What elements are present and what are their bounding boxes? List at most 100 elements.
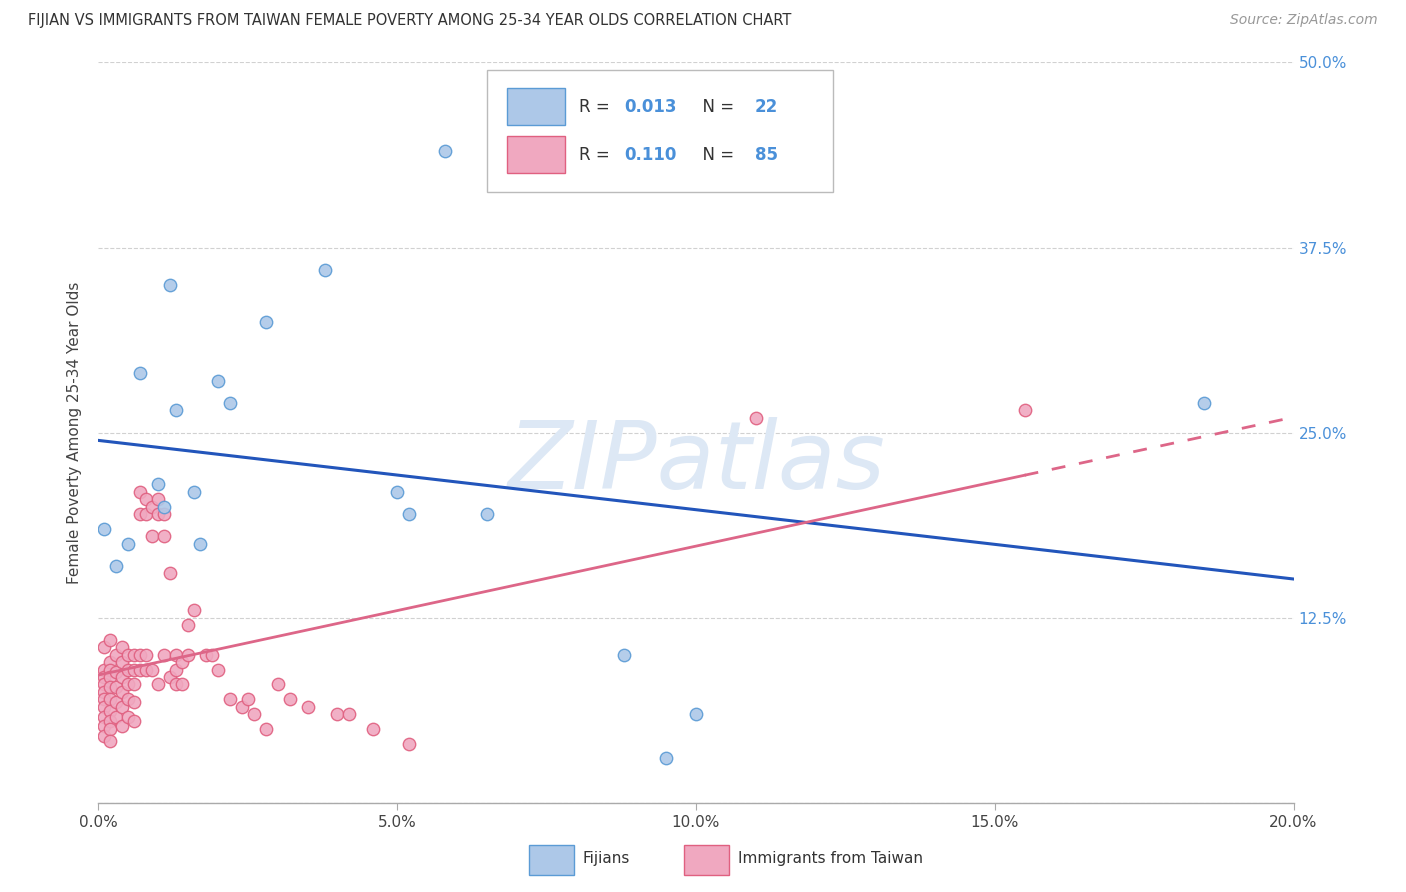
Point <box>177 648 200 662</box>
Point <box>385 484 409 499</box>
FancyBboxPatch shape <box>529 845 574 875</box>
Point <box>111 670 134 684</box>
Point <box>201 648 224 662</box>
Point <box>93 677 115 691</box>
Point <box>105 665 128 680</box>
Point <box>172 677 194 691</box>
Text: R =: R = <box>579 98 614 116</box>
Point <box>363 722 385 736</box>
Point <box>124 677 146 691</box>
Point <box>159 566 181 581</box>
Point <box>315 262 337 277</box>
Point <box>93 729 115 743</box>
Text: 0.110: 0.110 <box>624 146 676 164</box>
Point <box>339 706 361 721</box>
Point <box>398 737 420 751</box>
Point <box>165 403 187 417</box>
Point <box>117 677 139 691</box>
Point <box>254 314 277 328</box>
FancyBboxPatch shape <box>685 845 730 875</box>
Point <box>141 663 163 677</box>
Point <box>93 670 115 684</box>
Point <box>93 522 115 536</box>
Point <box>326 706 349 721</box>
Point <box>105 648 128 662</box>
Point <box>177 618 200 632</box>
Point <box>98 681 122 695</box>
Point <box>98 733 122 747</box>
Point <box>475 507 498 521</box>
Point <box>153 507 176 521</box>
Point <box>148 507 170 521</box>
Point <box>117 692 139 706</box>
Point <box>613 648 636 662</box>
Point <box>93 640 115 655</box>
Point <box>93 692 115 706</box>
Point <box>231 699 253 714</box>
FancyBboxPatch shape <box>486 70 834 192</box>
Point <box>98 663 122 677</box>
Point <box>111 655 134 669</box>
Point <box>93 699 115 714</box>
Point <box>117 648 139 662</box>
Point <box>148 492 170 507</box>
Point <box>254 722 277 736</box>
Point <box>117 536 139 550</box>
Point <box>745 410 768 425</box>
Point <box>111 685 134 699</box>
Point <box>183 603 205 617</box>
Point <box>165 663 187 677</box>
Point <box>1192 396 1215 410</box>
Point <box>129 484 152 499</box>
Point <box>1014 403 1036 417</box>
Point <box>207 374 229 388</box>
Point <box>297 699 319 714</box>
Point <box>398 507 420 521</box>
Point <box>124 714 146 729</box>
FancyBboxPatch shape <box>508 136 565 173</box>
Point <box>124 648 146 662</box>
Point <box>165 648 187 662</box>
Point <box>188 536 211 550</box>
Point <box>135 507 157 521</box>
Point <box>153 529 176 543</box>
Text: 0.013: 0.013 <box>624 98 676 116</box>
Text: N =: N = <box>692 146 740 164</box>
Point <box>655 751 678 765</box>
Point <box>153 648 176 662</box>
Point <box>98 722 122 736</box>
Text: FIJIAN VS IMMIGRANTS FROM TAIWAN FEMALE POVERTY AMONG 25-34 YEAR OLDS CORRELATIO: FIJIAN VS IMMIGRANTS FROM TAIWAN FEMALE … <box>28 13 792 29</box>
Point <box>129 663 152 677</box>
Point <box>98 670 122 684</box>
Point <box>105 695 128 709</box>
Point <box>98 692 122 706</box>
Point <box>135 492 157 507</box>
Point <box>93 685 115 699</box>
Point <box>685 706 707 721</box>
Point <box>117 710 139 724</box>
Point <box>195 648 218 662</box>
Point <box>98 714 122 729</box>
Text: Source: ZipAtlas.com: Source: ZipAtlas.com <box>1230 13 1378 28</box>
Point <box>93 663 115 677</box>
Point <box>148 677 170 691</box>
Point <box>124 663 146 677</box>
Point <box>135 648 157 662</box>
Point <box>93 710 115 724</box>
Point <box>111 719 134 733</box>
Point <box>219 692 242 706</box>
Point <box>148 477 170 491</box>
Text: 85: 85 <box>755 146 778 164</box>
Point <box>172 655 194 669</box>
Point <box>141 500 163 514</box>
Point <box>129 367 152 381</box>
Text: R =: R = <box>579 146 614 164</box>
Point <box>98 632 122 647</box>
Point <box>165 677 187 691</box>
Point <box>98 655 122 669</box>
Point <box>219 396 242 410</box>
Point <box>183 484 205 499</box>
Y-axis label: Female Poverty Among 25-34 Year Olds: Female Poverty Among 25-34 Year Olds <box>67 282 83 583</box>
Point <box>98 704 122 718</box>
Text: Fijians: Fijians <box>582 851 630 866</box>
